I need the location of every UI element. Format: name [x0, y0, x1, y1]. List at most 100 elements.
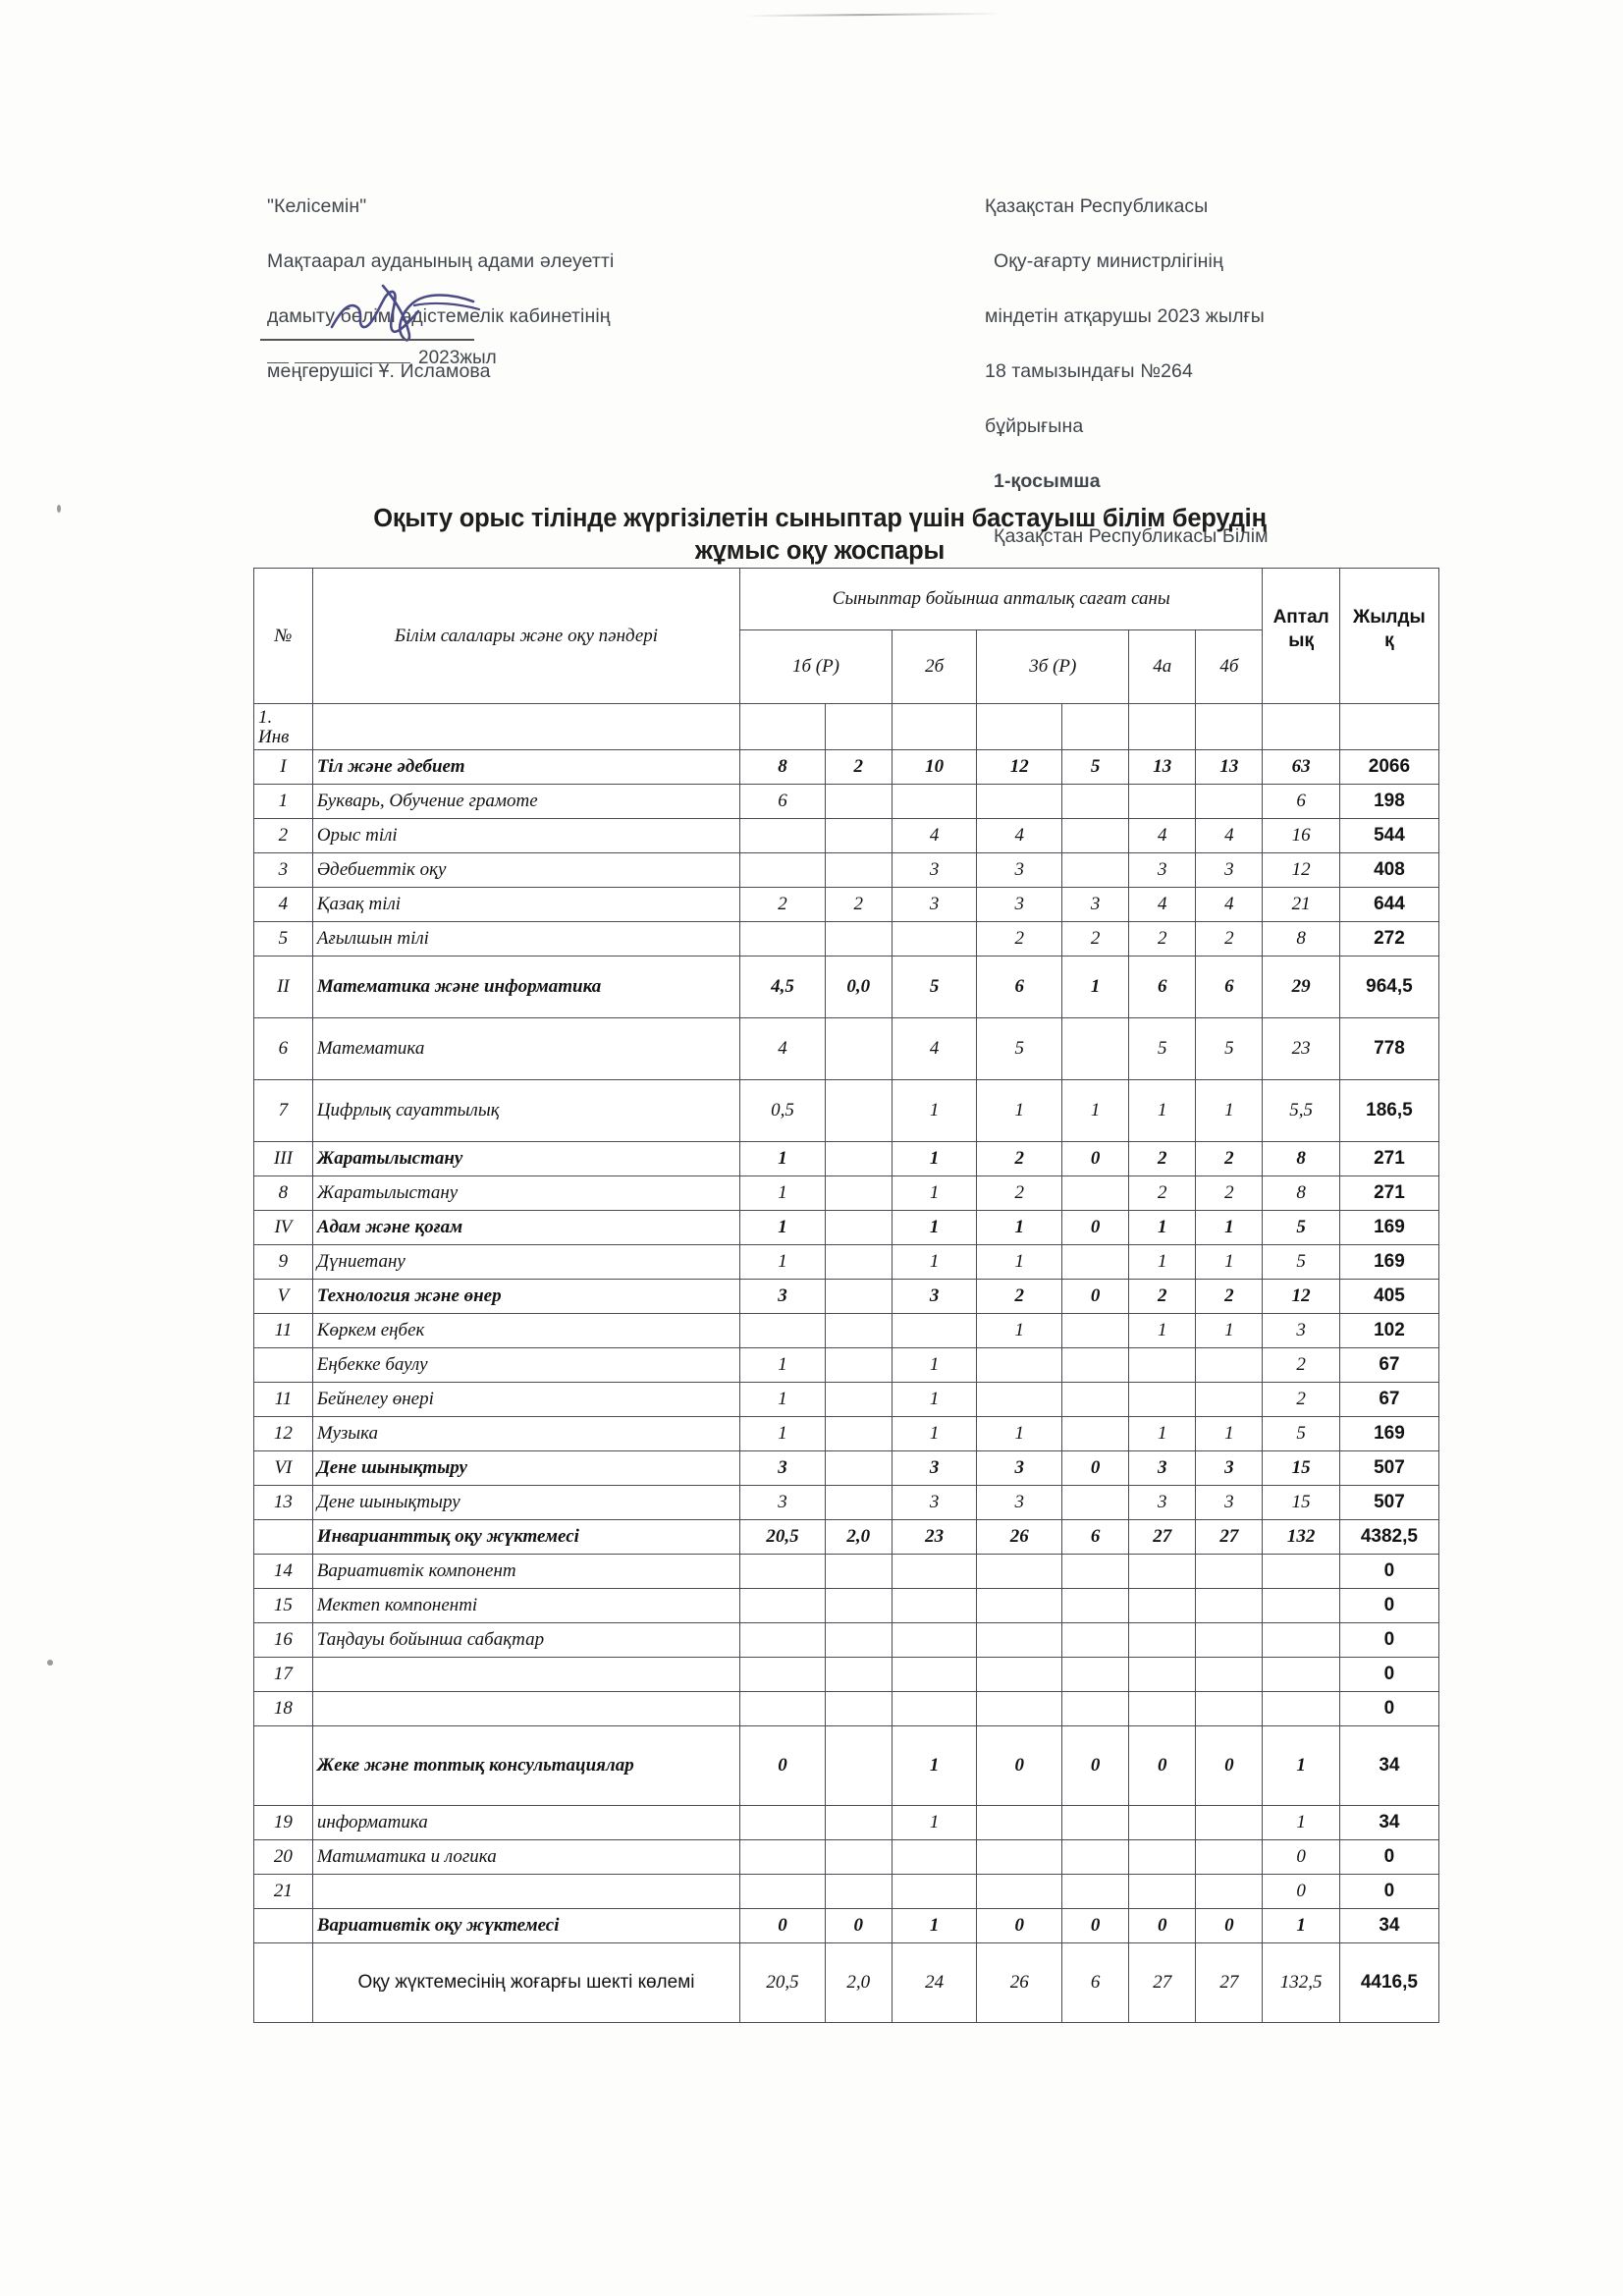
- row-hours-c6: 3: [1128, 1450, 1197, 1486]
- row-hours-c1: 3: [739, 1450, 826, 1486]
- row-hours-c3: [891, 784, 978, 819]
- row-hours-c7: 6: [1195, 956, 1264, 1018]
- row-hours-c6: 1: [1128, 1313, 1197, 1348]
- row-hours-c2: [824, 1347, 893, 1383]
- th-weekly-bottom: ық: [1262, 629, 1340, 704]
- row-hours-c4: [976, 1839, 1063, 1875]
- th-class-4a: 4а: [1128, 629, 1197, 704]
- row-subject: Жеке және топтық консультациялар: [311, 1725, 741, 1806]
- row-hours-c1: [739, 1839, 826, 1875]
- stub-week: [1262, 703, 1340, 750]
- row-number: 16: [253, 1622, 313, 1658]
- row-hours-c4: 4: [976, 818, 1063, 853]
- table-row: 18 0: [253, 1691, 1440, 1726]
- row-hours-c5: [1061, 1244, 1130, 1280]
- row-hours-c1: 1: [739, 1416, 826, 1451]
- row-yearly-total: 507: [1338, 1485, 1440, 1520]
- row-hours-c4: [976, 1588, 1063, 1623]
- row-hours-c6: 5: [1128, 1017, 1197, 1080]
- row-number: 9: [253, 1244, 313, 1280]
- row-hours-c4: 2: [976, 1175, 1063, 1211]
- row-subject: Бейнелеу өнері: [311, 1382, 741, 1417]
- row-hours-c5: 5: [1061, 749, 1130, 785]
- row-number: 11: [253, 1313, 313, 1348]
- row-hours-c7: 1: [1195, 1313, 1264, 1348]
- row-number: I: [253, 749, 313, 785]
- row-yearly-total: 0: [1338, 1691, 1440, 1726]
- table-body: 1. Инв I Тіл және әдебиет 8 2 10 12 5 13 13 63 2066…: [253, 703, 1440, 2023]
- row-weekly-total: 23: [1262, 1017, 1340, 1080]
- row-hours-c6: [1128, 1382, 1197, 1417]
- row-subject: Матиматика и логика: [311, 1839, 741, 1875]
- row-subject: Ағылшын тілі: [311, 921, 741, 957]
- row-yearly-total: 198: [1338, 784, 1440, 819]
- table-row: 11 Көркем еңбек 1 1 1 3 102: [253, 1313, 1440, 1348]
- table-row: VI Дене шынықтыру 3 3 3 0 3 3 15 507: [253, 1450, 1440, 1486]
- signature-line: [260, 339, 474, 341]
- row-yearly-total: 34: [1338, 1725, 1440, 1806]
- row-hours-c7: 1: [1195, 1079, 1264, 1142]
- row-weekly-total: 15: [1262, 1485, 1340, 1520]
- row-yearly-total: 0: [1338, 1657, 1440, 1692]
- row-hours-c2: [824, 1588, 893, 1623]
- ref-line-5: бұйрығына: [985, 415, 1084, 437]
- row-hours-c4: 12: [976, 749, 1063, 785]
- row-subject: Вариативтік оқу жүктемесі: [311, 1908, 741, 1943]
- row-hours-c3: [891, 1874, 978, 1909]
- row-hours-c7: [1195, 1805, 1264, 1840]
- row-hours-c4: 1: [976, 1313, 1063, 1348]
- row-number: 8: [253, 1175, 313, 1211]
- row-hours-c7: 4: [1195, 887, 1264, 922]
- table-head-row-1: № Білім салалары және оқу пәндері Сыныпт…: [253, 568, 1440, 704]
- row-yearly-total: 186,5: [1338, 1079, 1440, 1142]
- row-subject: Әдебиеттік оқу: [311, 852, 741, 888]
- row-hours-c7: [1195, 1657, 1264, 1692]
- row-hours-c3: 5: [891, 956, 978, 1018]
- stub-number: 1. Инв: [253, 703, 313, 750]
- stub-subject: [311, 703, 741, 750]
- row-hours-c1: 20,5: [739, 1519, 826, 1555]
- row-yearly-total: 272: [1338, 921, 1440, 957]
- row-hours-c6: 2: [1128, 1175, 1197, 1211]
- row-weekly-total: 5: [1262, 1416, 1340, 1451]
- th-subject: Білім салалары және оқу пәндері: [311, 568, 741, 704]
- row-yearly-total: 169: [1338, 1210, 1440, 1245]
- row-hours-c2: [824, 1416, 893, 1451]
- row-yearly-total: 544: [1338, 818, 1440, 853]
- row-yearly-total: 4382,5: [1338, 1519, 1440, 1555]
- row-hours-c3: [891, 1313, 978, 1348]
- row-weekly-total: 8: [1262, 1141, 1340, 1176]
- table-row: V Технология және өнер 3 3 2 0 2 2 12 405: [253, 1279, 1440, 1314]
- row-yearly-total: 271: [1338, 1141, 1440, 1176]
- table-row: Оқу жүктемесінің жоғарғы шекті көлемі 20,…: [253, 1942, 1440, 2023]
- row-hours-c7: 2: [1195, 921, 1264, 957]
- approval-block: "Келісемін" Мақтаарал ауданының адами әл…: [267, 165, 738, 412]
- row-hours-c3: 1: [891, 1725, 978, 1806]
- row-hours-c1: [739, 1588, 826, 1623]
- row-weekly-total: 2: [1262, 1382, 1340, 1417]
- table-row: 15 Мектеп компоненті 0: [253, 1588, 1440, 1623]
- row-subject: Вариативтік компонент: [311, 1554, 741, 1589]
- row-hours-c3: 1: [891, 1210, 978, 1245]
- row-number: 15: [253, 1588, 313, 1623]
- row-yearly-total: 4416,5: [1338, 1942, 1440, 2023]
- table-row: I Тіл және әдебиет 8 2 10 12 5 13 13 63 2066: [253, 749, 1440, 785]
- row-subject: [311, 1691, 741, 1726]
- row-hours-c5: [1061, 1588, 1130, 1623]
- row-hours-c2: [824, 1450, 893, 1486]
- row-yearly-total: 0: [1338, 1554, 1440, 1589]
- row-weekly-total: [1262, 1657, 1340, 1692]
- table-row: 16 Таңдауы бойынша сабақтар 0: [253, 1622, 1440, 1658]
- approval-org-line2: дамыту бөлімі әдістемелік кабинетінің: [267, 305, 611, 327]
- row-hours-c7: [1195, 1691, 1264, 1726]
- row-hours-c3: 1: [891, 1416, 978, 1451]
- row-hours-c7: 0: [1195, 1908, 1264, 1943]
- ref-line-1: Қазақстан Республикасы: [985, 195, 1209, 217]
- row-hours-c2: [824, 1622, 893, 1658]
- row-subject: Көркем еңбек: [311, 1313, 741, 1348]
- row-weekly-total: 3: [1262, 1313, 1340, 1348]
- row-hours-c7: [1195, 784, 1264, 819]
- row-hours-c3: [891, 1691, 978, 1726]
- row-yearly-total: 964,5: [1338, 956, 1440, 1018]
- row-hours-c6: 1: [1128, 1079, 1197, 1142]
